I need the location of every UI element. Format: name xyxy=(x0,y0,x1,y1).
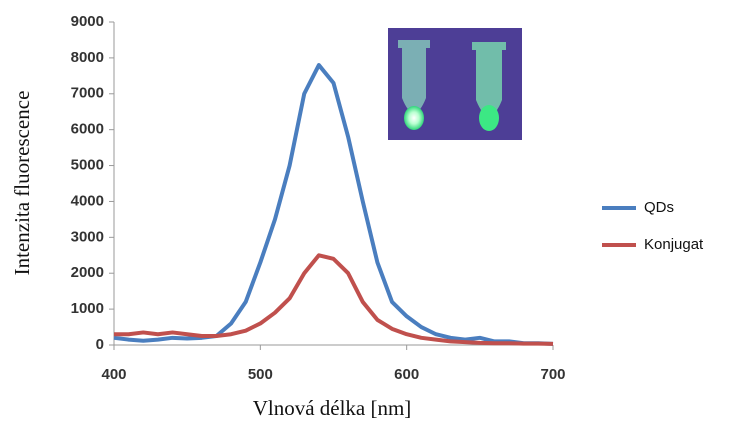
x-tick-label: 500 xyxy=(248,366,273,383)
y-tick-label: 7000 xyxy=(71,85,104,102)
y-tick-label: 5000 xyxy=(71,157,104,174)
y-tick-label: 6000 xyxy=(71,121,104,138)
series-line xyxy=(114,253,554,346)
x-tick-label: 700 xyxy=(540,366,565,383)
y-tick-label: 0 xyxy=(96,336,104,353)
x-axis-label: Vlnová délka [nm] xyxy=(253,396,412,420)
y-tick-label: 3000 xyxy=(71,228,104,245)
y-axis-label: Intenzita fluorescence xyxy=(10,91,34,276)
y-tick-label: 1000 xyxy=(71,300,104,317)
y-tick-label: 8000 xyxy=(71,49,104,66)
inset-photo xyxy=(388,28,522,140)
y-tick-label: 2000 xyxy=(71,264,104,281)
x-tick-label: 600 xyxy=(394,366,419,383)
x-tick-label: 400 xyxy=(101,366,126,383)
y-tick-label: 4000 xyxy=(71,192,104,209)
legend-label: QDs xyxy=(644,199,674,216)
series-line xyxy=(113,63,554,346)
legend-label: Konjugat xyxy=(644,236,704,253)
y-tick-label: 9000 xyxy=(71,13,104,30)
